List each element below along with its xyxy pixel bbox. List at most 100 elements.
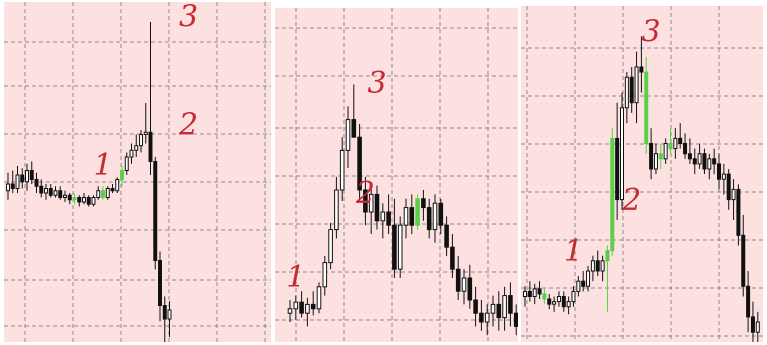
candle-body [91, 197, 96, 205]
candle [415, 194, 420, 230]
candle [67, 193, 72, 205]
candle [34, 172, 39, 193]
candle-body [96, 190, 101, 198]
chart-panel-2: 1 2 3 [275, 8, 518, 342]
candle [6, 172, 10, 200]
grid-lines [275, 8, 518, 342]
candle [101, 186, 105, 200]
candle [25, 163, 29, 191]
candle [148, 22, 153, 175]
candle-body [34, 179, 39, 187]
candle-body [58, 190, 63, 198]
candle-body [455, 268, 461, 292]
candle [746, 271, 751, 333]
candle-body [158, 260, 162, 306]
candle [310, 291, 316, 316]
candle [438, 198, 444, 234]
candle-body [721, 173, 726, 180]
candle-body [110, 188, 115, 192]
candle [581, 271, 586, 292]
candle-body [403, 207, 409, 226]
candle-body [316, 286, 322, 310]
candle [39, 179, 44, 198]
candle [455, 256, 461, 300]
candle-body [556, 296, 561, 303]
candle-body [409, 207, 415, 226]
candle-body [153, 161, 158, 261]
candle-body [86, 197, 91, 205]
candle-body [542, 293, 547, 300]
candle-body [392, 224, 397, 270]
candle [731, 179, 736, 220]
candle-body [339, 149, 345, 191]
candle-body [586, 270, 591, 287]
candle [63, 190, 67, 202]
annotation-label: 3 [179, 0, 198, 35]
candle-body [29, 170, 34, 180]
candle [299, 291, 304, 318]
candle [20, 168, 25, 189]
candle-body [615, 137, 620, 201]
candle [678, 123, 683, 149]
candle [461, 269, 467, 305]
candle-body [527, 290, 532, 297]
annotation-label: 2 [178, 108, 198, 143]
candle-body [639, 66, 644, 73]
annotation-label: 1 [564, 234, 583, 269]
candle-body [467, 277, 473, 301]
candle [716, 153, 722, 190]
candle [120, 166, 124, 187]
candle-body [649, 143, 654, 170]
candle [158, 251, 162, 322]
candle-body [653, 153, 658, 170]
candle [750, 301, 755, 342]
candle-body [716, 163, 722, 180]
candle [610, 128, 615, 256]
candle [702, 148, 707, 175]
candle [532, 283, 537, 305]
candle-body [48, 188, 53, 196]
annotation-label: 2 [355, 176, 375, 211]
annotation-label: 3 [367, 66, 386, 101]
candle-body [513, 312, 518, 327]
candle [542, 288, 547, 305]
candle-body [644, 71, 649, 144]
candle-body [363, 189, 368, 213]
candle [77, 195, 82, 207]
candle-body [683, 143, 688, 155]
candle-body [746, 285, 751, 318]
candle-body [115, 179, 120, 192]
candle-body [473, 299, 478, 314]
candle [153, 157, 158, 270]
candle-body [490, 303, 496, 314]
candle-body [707, 158, 712, 170]
candle [115, 177, 120, 193]
candle [668, 128, 673, 154]
candle-body [566, 301, 571, 308]
candle-body [496, 303, 502, 319]
candle [96, 186, 101, 200]
candle-body [15, 174, 20, 189]
candle [409, 194, 415, 234]
candle [357, 124, 362, 199]
candle-body [287, 308, 293, 314]
candle-body [53, 190, 58, 196]
chart-panel-3: 1 2 3 [521, 6, 763, 342]
candle [741, 214, 746, 297]
candle [571, 286, 576, 307]
candle-body [380, 211, 386, 222]
candle-body [44, 188, 48, 194]
candle-body [673, 137, 678, 150]
candle-body [124, 156, 129, 171]
candle-body [750, 316, 755, 333]
candle-body [386, 211, 391, 226]
candle-body [421, 198, 426, 209]
candle-body [82, 197, 86, 203]
candle [473, 286, 478, 327]
candle-body [63, 194, 67, 198]
candle-body [702, 153, 707, 170]
candle [649, 128, 654, 180]
candle [566, 296, 571, 315]
candle-body [595, 260, 600, 272]
